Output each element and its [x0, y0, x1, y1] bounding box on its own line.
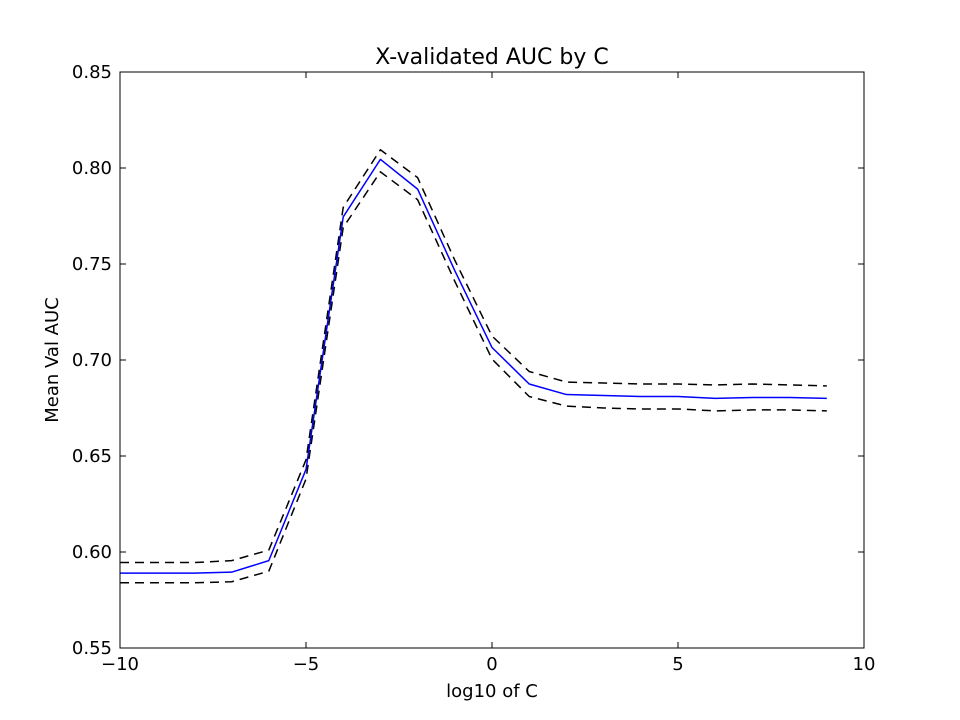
y-tick-label: 0.75 — [72, 254, 112, 275]
x-tick-label: 10 — [853, 654, 876, 675]
dashed-bound-line-1 — [120, 149, 827, 564]
plot-frame — [119, 71, 865, 649]
y-tick-label: 0.70 — [72, 350, 112, 371]
y-tick-label: 0.55 — [72, 638, 112, 659]
x-axis-label: log10 of C — [446, 681, 538, 702]
mean-auc-line-0 — [120, 158, 827, 574]
y-tick-label: 0.60 — [72, 542, 112, 563]
series-layer — [120, 149, 827, 584]
x-tick-label: 0 — [486, 654, 497, 675]
y-tick-label: 0.85 — [72, 62, 112, 83]
y-axis-label: Mean Val AUC — [42, 297, 63, 423]
chart-title: X-validated AUC by C — [375, 45, 608, 70]
x-tick-label: 5 — [672, 654, 683, 675]
x-tick-label: −10 — [101, 654, 139, 675]
x-tick-label: −5 — [293, 654, 320, 675]
dashed-bound-line-2 — [120, 171, 827, 584]
y-tick-label: 0.80 — [72, 158, 112, 179]
ticks-layer: −10 −5 0 5 10 0.55 0.60 0.65 0.70 0.75 0.80 0.85 — [72, 62, 876, 675]
y-tick-label: 0.65 — [72, 446, 112, 467]
